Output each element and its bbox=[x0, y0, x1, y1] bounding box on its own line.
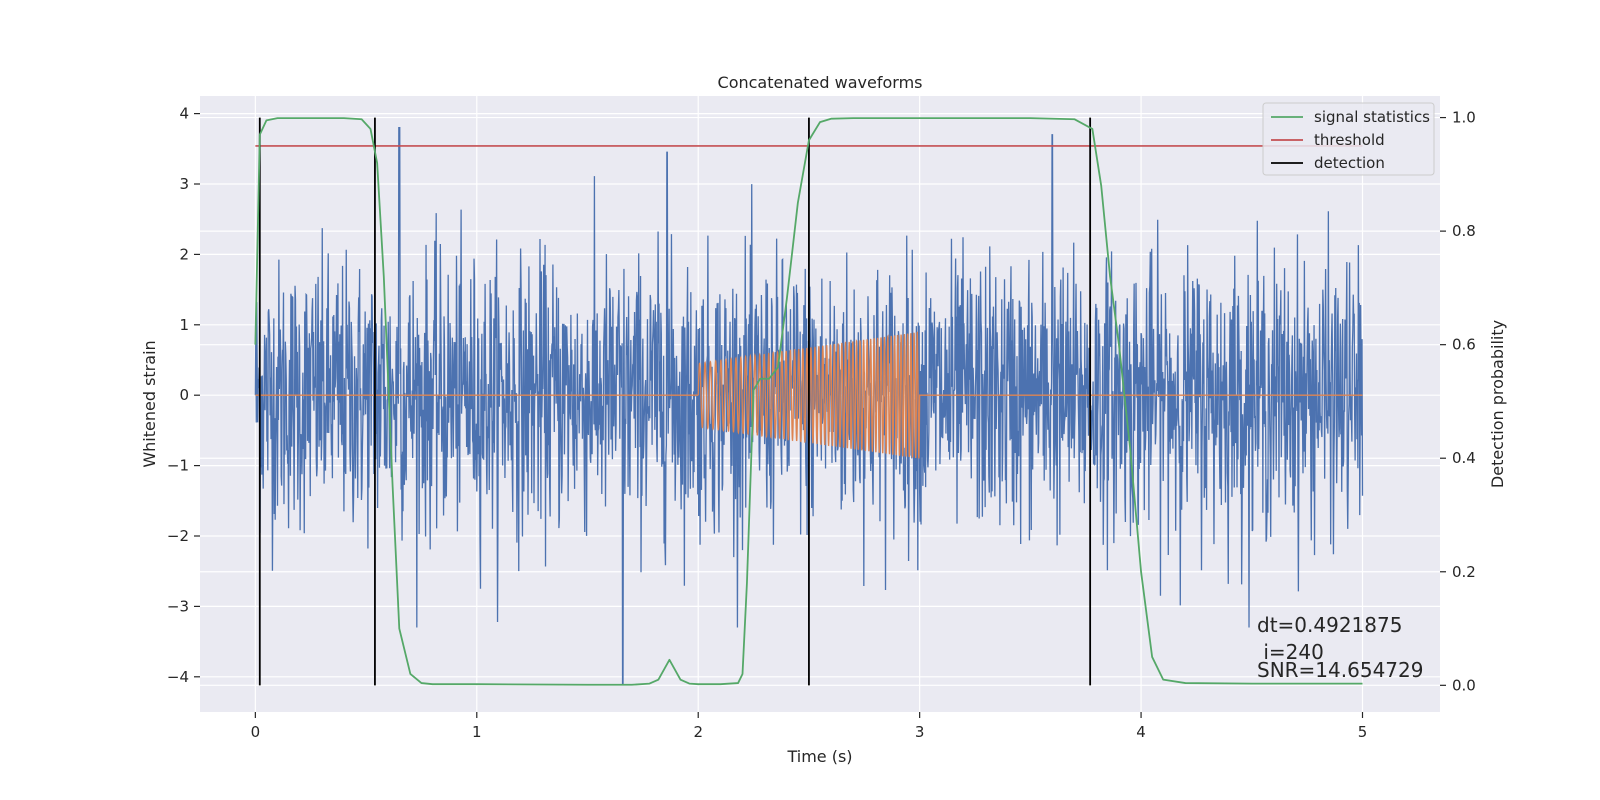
signal-statistics-line bbox=[254, 117, 1363, 686]
legend-label-detection: detection bbox=[1314, 154, 1385, 172]
x-tick-label: 0 bbox=[251, 723, 261, 741]
y-left-tick-label: 0 bbox=[179, 386, 189, 404]
annotation-i: i=240 bbox=[1257, 640, 1324, 664]
y-right-tick-label: 0.8 bbox=[1452, 222, 1476, 240]
y-left-tick-label: 1 bbox=[179, 316, 189, 334]
detection-series bbox=[258, 117, 1092, 686]
legend-label-signal-statistics: signal statistics bbox=[1314, 108, 1430, 126]
y-left-tick-label: −2 bbox=[167, 527, 189, 545]
y-left-tick-label: 3 bbox=[179, 175, 189, 193]
y-right-tick-label: 1.0 bbox=[1452, 109, 1476, 127]
axis-ticks: 0 1 2 3 4 5 4 3 2 1 0 −1 −2 −3 −4 1.0 0.8 0.6 0.4 0.2 0.0 bbox=[167, 105, 1476, 741]
annotations: dt=0.4921875 i=240 SNR=14.654729 bbox=[1257, 613, 1423, 682]
y-right-tick-label: 0.0 bbox=[1452, 676, 1476, 694]
x-tick-label: 5 bbox=[1358, 723, 1368, 741]
y-left-tick-label: 2 bbox=[179, 245, 189, 263]
signal-statistics-series bbox=[254, 117, 1363, 686]
annotation-snr: SNR=14.654729 bbox=[1257, 658, 1423, 682]
y-right-tick-label: 0.2 bbox=[1452, 563, 1476, 581]
grid bbox=[200, 96, 1440, 712]
annotation-dt: dt=0.4921875 bbox=[1257, 613, 1402, 637]
legend: signal statistics threshold detection bbox=[1262, 102, 1435, 176]
y-left-tick-label: −3 bbox=[167, 597, 189, 615]
x-tick-label: 4 bbox=[1136, 723, 1146, 741]
x-tick-label: 3 bbox=[915, 723, 925, 741]
y-left-tick-label: 4 bbox=[179, 105, 189, 123]
y-axis-label-right: Detection probability bbox=[1488, 320, 1507, 488]
y-left-tick-label: −4 bbox=[167, 668, 189, 686]
y-left-tick-label: −1 bbox=[167, 457, 189, 475]
x-axis-label: Time (s) bbox=[786, 747, 852, 766]
x-tick-label: 2 bbox=[693, 723, 703, 741]
y-right-tick-label: 0.6 bbox=[1452, 336, 1476, 354]
legend-label-threshold: threshold bbox=[1314, 131, 1385, 149]
chart-title: Concatenated waveforms bbox=[718, 73, 923, 92]
y-axis-label-left: Whitened strain bbox=[140, 340, 159, 467]
x-tick-label: 1 bbox=[472, 723, 482, 741]
legend-box bbox=[1262, 102, 1435, 176]
y-right-tick-label: 0.4 bbox=[1452, 449, 1476, 467]
